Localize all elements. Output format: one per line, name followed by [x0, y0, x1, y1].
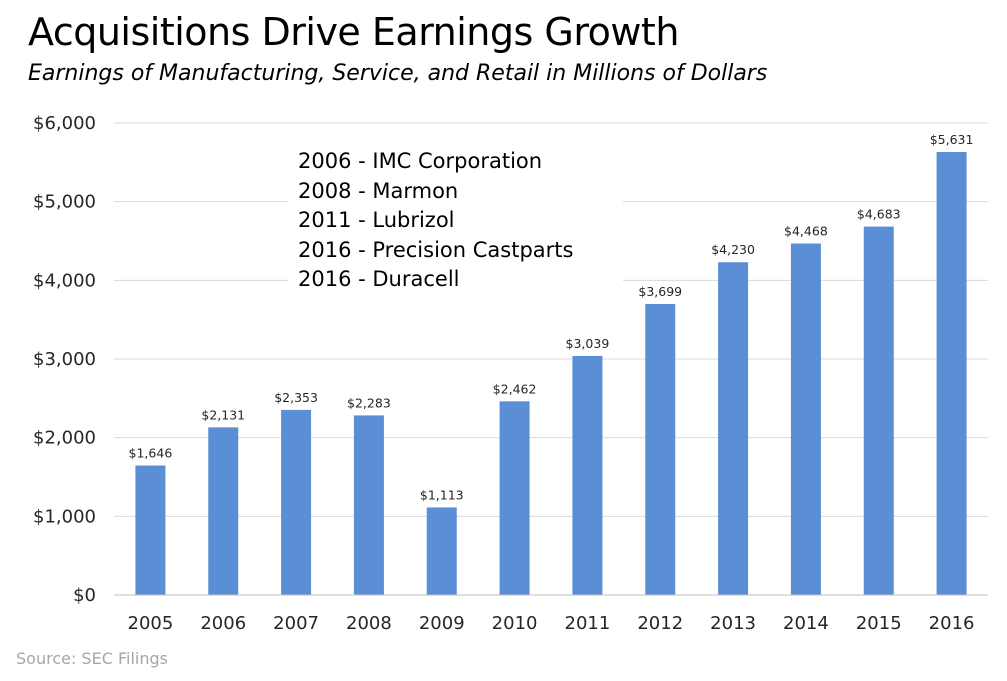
y-tick-label: $0 — [73, 585, 96, 606]
data-label: $4,230 — [711, 242, 755, 257]
data-label: $1,646 — [129, 446, 173, 461]
bar — [790, 243, 821, 595]
x-tick-label: 2014 — [783, 613, 829, 634]
x-tick-label: 2008 — [346, 613, 392, 634]
data-label: $2,283 — [347, 395, 391, 410]
data-label: $1,113 — [420, 487, 464, 502]
x-tick-label: 2012 — [637, 613, 683, 634]
data-label: $4,683 — [857, 207, 901, 222]
x-tick-label: 2010 — [492, 613, 538, 634]
x-tick-label: 2006 — [200, 613, 246, 634]
bar — [936, 152, 967, 595]
y-tick-label: $3,000 — [33, 349, 96, 370]
bar — [426, 507, 457, 595]
bar — [499, 401, 530, 595]
bar — [135, 465, 166, 595]
annotation-line: 2011 - Lubrizol — [298, 208, 455, 232]
bar — [645, 304, 676, 595]
bar — [863, 226, 894, 595]
x-tick-label: 2013 — [710, 613, 756, 634]
chart-title: Acquisitions Drive Earnings Growth — [28, 10, 679, 54]
x-tick-label: 2007 — [273, 613, 319, 634]
data-label: $3,699 — [638, 284, 682, 299]
data-label: $5,631 — [930, 132, 974, 147]
x-tick-label: 2011 — [565, 613, 611, 634]
data-label: $4,468 — [784, 224, 828, 239]
y-axis: $0 $1,000 $2,000 $3,000 $4,000 $5,000 $6,000 — [33, 113, 96, 606]
x-tick-label: 2009 — [419, 613, 465, 634]
data-label: $2,353 — [274, 390, 318, 405]
x-tick-label: 2015 — [856, 613, 902, 634]
data-label: $2,462 — [493, 381, 537, 396]
bars — [135, 152, 967, 595]
y-tick-label: $5,000 — [33, 192, 96, 213]
bar — [353, 415, 384, 595]
acquisitions-annotation: 2006 - IMC Corporation 2008 - Marmon 201… — [288, 147, 623, 295]
bar — [281, 409, 312, 595]
y-tick-label: $4,000 — [33, 270, 96, 291]
x-tick-label: 2005 — [128, 613, 174, 634]
x-tick-label: 2016 — [929, 613, 975, 634]
bar — [572, 355, 603, 595]
y-tick-label: $1,000 — [33, 506, 96, 527]
annotation-line: 2016 - Duracell — [298, 267, 460, 291]
annotation-line: 2016 - Precision Castparts — [298, 237, 574, 262]
y-tick-label: $6,000 — [33, 113, 96, 134]
data-label: $2,131 — [201, 407, 245, 422]
bar — [208, 427, 239, 595]
annotation-line: 2008 - Marmon — [298, 178, 459, 203]
y-tick-label: $2,000 — [33, 428, 96, 449]
bar — [718, 262, 749, 595]
chart-subtitle: Earnings of Manufacturing, Service, and … — [28, 61, 768, 86]
data-labels: $1,646 $2,131 $2,353 $2,283 $1,113 $2,462 $3,0… — [129, 132, 974, 502]
annotation-line: 2006 - IMC Corporation — [298, 149, 543, 173]
data-label: $3,039 — [566, 336, 610, 351]
x-axis: 2005 2006 2007 2008 2009 2010 2011 2012 2013 2014… — [114, 594, 988, 634]
source-note: Source: SEC Filings — [16, 649, 168, 668]
